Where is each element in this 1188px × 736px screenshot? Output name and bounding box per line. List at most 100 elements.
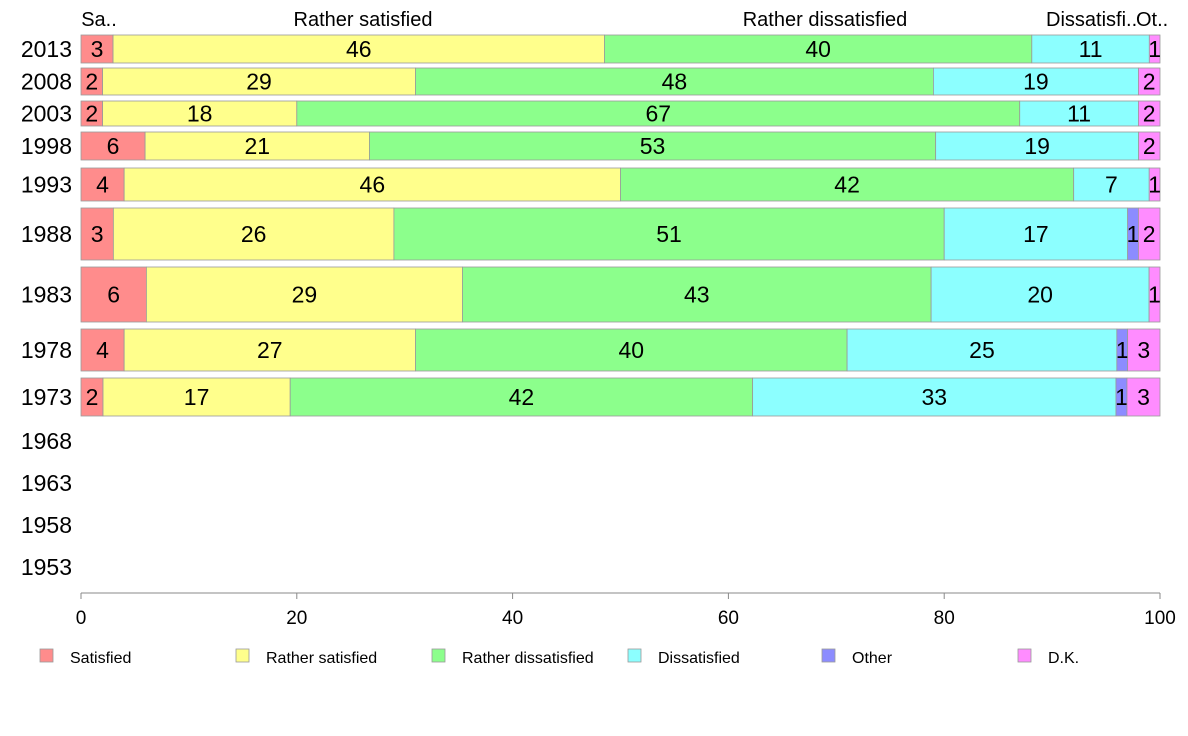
data-label: 53 [640,133,666,159]
bar-segment [80,207,114,261]
x-tick-label: 40 [502,608,523,629]
data-label: 18 [187,101,213,127]
bar-segment [604,34,1033,64]
bar-segment [296,100,1021,127]
data-label: 25 [969,337,995,363]
bar-segment [933,67,1139,96]
top-series-label: Rather satisfied [294,9,433,31]
data-label: 11 [1067,101,1091,127]
bar-segment [123,167,621,202]
data-label: 2 [1143,69,1156,95]
data-label: 17 [184,384,210,410]
data-label: 6 [107,282,120,308]
year-label: 1973 [21,384,72,410]
year-label: 1953 [21,554,72,580]
data-label: 3 [91,221,104,247]
x-tick-label: 60 [718,608,739,629]
data-label: 3 [91,36,104,62]
data-label: 42 [509,384,535,410]
x-tick-label: 20 [286,608,307,629]
bar-segment [112,34,605,64]
bar-segment [145,266,463,323]
data-label: 4 [96,172,109,198]
bar-segment [1073,167,1150,202]
data-label: 2 [85,69,98,95]
x-tick-label: 100 [1144,608,1176,629]
legend-swatch [431,648,446,663]
data-label: 1 [1148,36,1161,62]
bar-segment [80,266,147,323]
bar-segment [80,34,114,64]
data-label: 3 [1137,384,1150,410]
data-label: 19 [1024,133,1050,159]
y-axis-labels: 2013 2008 2003 1998 1993 1988 1983 1978 1973 1968… [21,36,72,580]
year-label: 1958 [21,512,72,538]
bar-segment [935,131,1140,161]
bar-segment [943,207,1129,261]
legend-swatch [39,648,54,663]
x-axis: 0 20 40 60 80 100 [76,592,1176,629]
data-label: 3 [1137,337,1150,363]
year-label: 1963 [21,470,72,496]
bar-segment [80,167,125,202]
data-label: 4 [96,337,109,363]
bar-segment [1148,167,1161,202]
bar-segment [620,167,1075,202]
year-label: 1988 [21,221,72,247]
bar-segment [1138,100,1161,127]
legend-swatch [821,648,836,663]
data-label: 1 [1148,282,1161,308]
bar-segment [1019,100,1139,127]
bar-segment [80,131,146,161]
data-label: 2 [85,101,98,127]
bar-segment [112,207,395,261]
legend-swatch [627,648,642,663]
year-label: 1978 [21,337,72,363]
bars: 3 46 40 11 12 29 48 19 22 18 67 11 26 21 53 19 24 46 42 7 13… [80,34,1161,417]
data-label: 2 [86,384,99,410]
top-series-label: Ot.. [1136,9,1168,31]
data-label: 1 [1116,337,1129,363]
legend-swatch [235,648,250,663]
bar-segment [1148,34,1161,64]
data-label: 26 [241,221,267,247]
legend-label: Rather satisfied [266,650,377,667]
data-label: 67 [645,101,671,127]
data-label: 42 [834,172,860,198]
data-label: 19 [1023,69,1049,95]
x-tick-label: 0 [76,608,87,629]
data-label: 40 [618,337,644,363]
x-tick-label: 80 [934,608,955,629]
bar-segment [102,67,416,96]
bar-segment [415,328,848,372]
bar-segment [752,377,1117,417]
bar-segment [123,328,416,372]
year-label: 1993 [21,172,72,198]
legend-label: D.K. [1048,650,1079,667]
bar-segment [1126,377,1161,417]
legend-swatch [1017,648,1032,663]
data-label: 1 [1148,172,1161,198]
top-labels: Sa.. Rather satisfied Rather dissatisfied D… [81,9,1168,31]
bar-segment [289,377,754,417]
bar-segment [1127,328,1161,372]
bar-segment [1138,67,1161,96]
data-label: 6 [107,133,120,159]
data-label: 2 [1143,133,1156,159]
bar-segment [102,100,298,127]
bar-segment [369,131,937,161]
data-label: 2 [1143,221,1156,247]
bar-segment [1138,207,1161,261]
data-label: 11 [1079,36,1103,62]
data-label: 27 [257,337,283,363]
bar-segment [1138,131,1161,161]
data-label: 20 [1027,282,1053,308]
year-label: 1968 [21,428,72,454]
data-label: 43 [684,282,710,308]
bar-segment [846,328,1118,372]
data-label: 29 [246,69,272,95]
data-label: 51 [656,221,682,247]
data-label: 2 [1143,101,1156,127]
bar-segment [415,67,934,96]
data-label: 1 [1127,221,1140,247]
